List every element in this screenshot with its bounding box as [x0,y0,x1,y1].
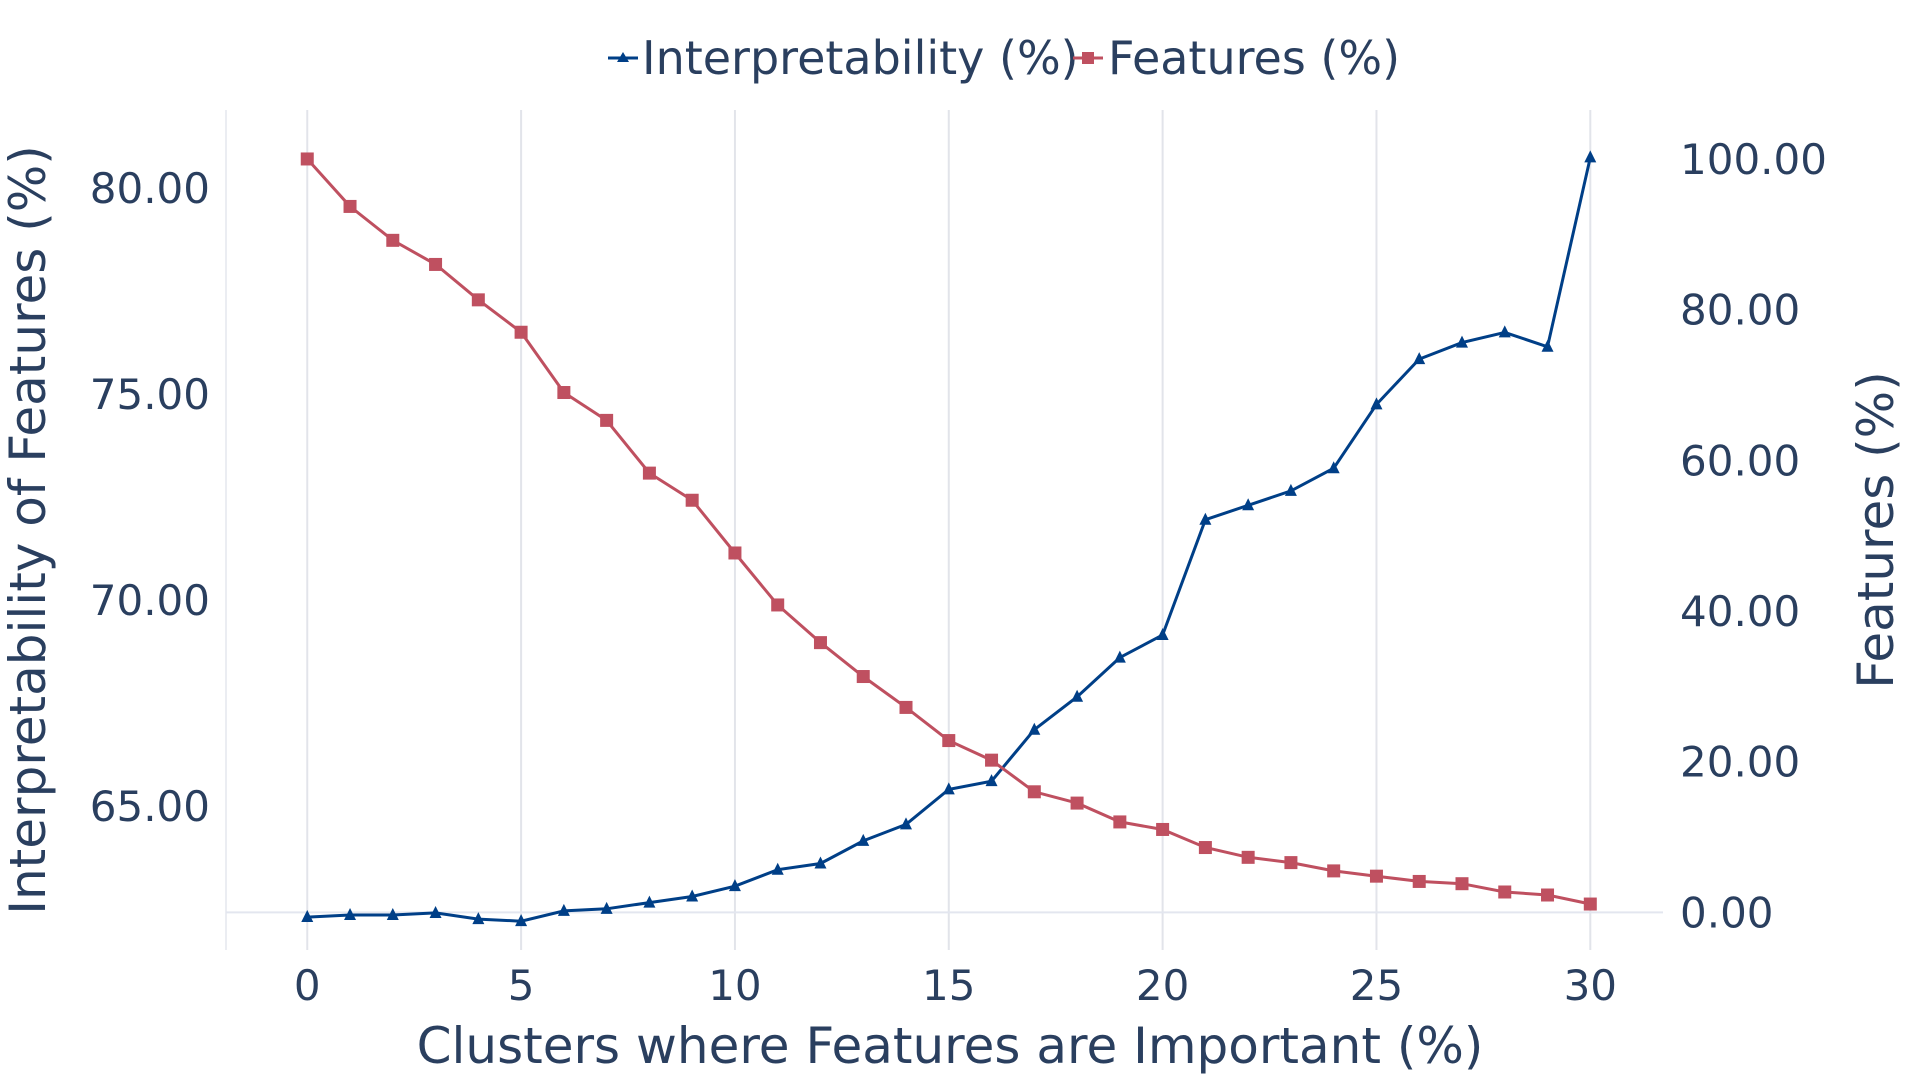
data-point-square [1070,796,1084,810]
data-point-triangle [1284,483,1297,496]
data-point-triangle [1113,650,1126,663]
y-tick-label: 65.00 [90,782,210,831]
legend-label-features: Features (%) [1108,31,1400,85]
y-tick-label: 70.00 [90,576,210,625]
data-point-square [514,325,528,339]
data-point-triangle [1071,689,1084,702]
data-point-square [1241,850,1255,864]
data-point-triangle [1242,498,1255,511]
data-point-square [1412,874,1426,888]
data-point-square [600,413,614,427]
y-tick-label: 80.00 [90,164,210,213]
data-point-triangle [985,774,998,787]
data-point-square [942,734,956,748]
data-point-triangle [429,905,442,918]
data-point-triangle [942,782,955,795]
data-point-square [557,386,571,400]
data-point-square [471,293,485,307]
data-point-triangle [1156,628,1169,640]
data-point-triangle [728,879,741,892]
data-point-triangle [557,903,570,916]
series-features [300,152,1597,911]
data-point-square [343,199,357,213]
x-axis-title: Clusters where Features are Important (%… [417,1017,1484,1075]
data-point-triangle [1455,335,1468,348]
data-point-square [685,493,699,507]
data-point-triangle [1327,461,1340,474]
data-point-square [985,753,999,767]
data-point-square [386,233,400,247]
data-point-square [1284,856,1298,870]
legend: Interpretability (%) Features (%) [608,31,1400,85]
data-point-triangle [1199,512,1212,525]
data-point-square [642,466,656,480]
data-point-square [899,700,913,714]
y2-tick-label: 40.00 [1680,587,1800,636]
data-point-square [1541,888,1555,902]
legend-item-interpretability[interactable]: Interpretability (%) [608,31,1079,85]
data-point-triangle [1584,150,1597,163]
data-point-triangle [771,862,784,875]
data-point-triangle [515,914,528,927]
data-point-triangle [1498,325,1511,338]
data-point-triangle [600,901,613,914]
data-point-square [856,670,870,684]
data-point-triangle [643,895,656,908]
data-point-triangle [1028,722,1041,735]
y2-tick-label: 60.00 [1680,436,1800,485]
legend-square-marker [1082,52,1094,64]
y-axis-title: Interpretability of Features (%) [0,145,57,915]
data-point-square [429,257,443,271]
data-point-square [1455,877,1469,891]
y2-axis-title: Features (%) [1847,371,1905,688]
x-tick-label: 0 [294,961,321,1010]
data-point-triangle [472,912,485,925]
legend-triangle-marker [617,52,629,62]
data-point-triangle [900,817,913,830]
data-point-triangle [1370,397,1383,410]
data-point-triangle [1541,339,1554,352]
data-point-triangle [686,889,699,902]
data-point-triangle [814,856,827,869]
series [300,150,1597,927]
data-point-square [1027,785,1041,799]
y2-tick-label: 80.00 [1680,286,1800,335]
data-point-triangle [857,833,870,846]
data-point-square [1327,864,1341,878]
data-point-triangle [301,910,314,923]
data-point-square [1498,885,1512,899]
series-interpretability [301,150,1597,927]
x-tick-label: 20 [1136,961,1189,1010]
y2-tick-label: 20.00 [1680,738,1800,787]
legend-label-interpretability: Interpretability (%) [642,31,1079,85]
data-point-triangle [1413,352,1426,365]
x-tick-label: 30 [1564,961,1617,1010]
data-point-square [771,598,785,612]
axes: 0 5 10 15 20 25 30 65.00 70.00 75.00 80.00 0.00 20.0… [90,135,1827,1010]
data-point-square [1156,822,1170,836]
y-tick-label: 75.00 [90,370,210,419]
y2-tick-label: 0.00 [1680,888,1774,937]
legend-item-features[interactable]: Features (%) [1073,31,1400,85]
data-point-square [300,152,314,166]
data-point-square [1198,841,1212,855]
data-point-square [1369,869,1383,883]
data-point-square [1113,815,1127,829]
y2-tick-label: 100.00 [1680,135,1827,184]
data-point-triangle [344,908,357,920]
data-point-square [1583,897,1597,911]
data-point-square [728,546,742,560]
x-tick-label: 10 [708,961,761,1010]
data-point-triangle [386,908,399,920]
gridlines [225,110,1663,950]
x-tick-label: 25 [1350,961,1403,1010]
x-tick-label: 15 [922,961,975,1010]
data-point-square [813,636,827,650]
x-tick-label: 5 [508,961,535,1010]
